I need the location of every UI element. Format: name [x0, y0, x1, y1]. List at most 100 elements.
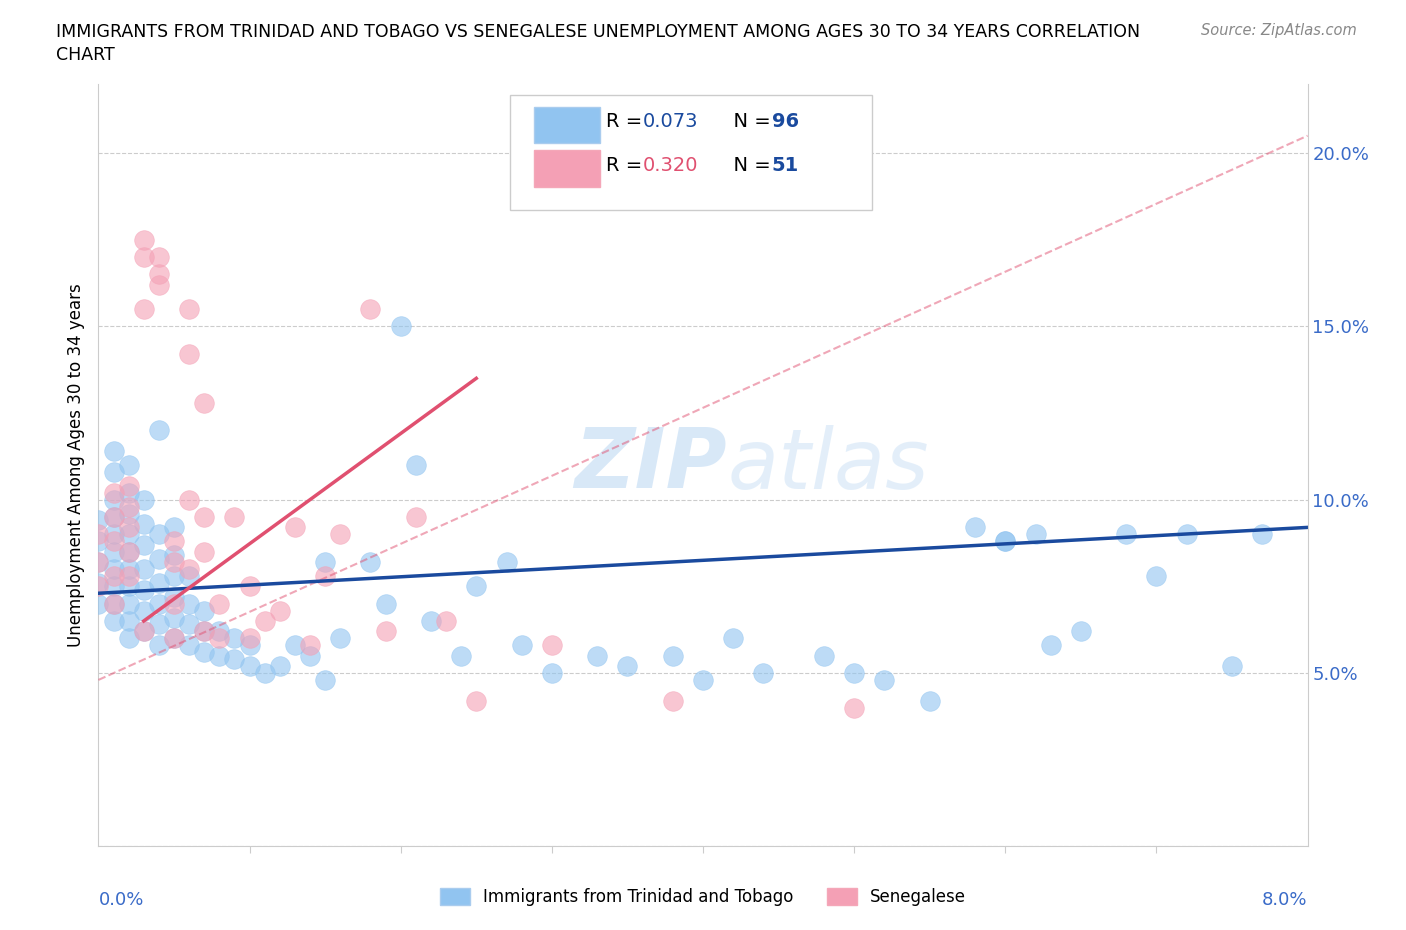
Point — [132, 562, 155, 577]
Point — [87, 578, 110, 593]
Text: 51: 51 — [772, 156, 799, 175]
Point — [434, 614, 457, 629]
Point — [132, 538, 155, 552]
Point — [132, 582, 155, 597]
Point — [1220, 658, 1243, 673]
Point — [239, 631, 262, 645]
Text: 0.073: 0.073 — [643, 113, 697, 131]
Point — [132, 249, 155, 264]
Point — [314, 554, 336, 569]
Point — [329, 527, 352, 542]
Point — [299, 648, 322, 663]
Point — [1251, 527, 1274, 542]
Point — [179, 638, 201, 653]
Point — [163, 568, 186, 583]
Point — [239, 578, 262, 593]
Point — [87, 554, 110, 569]
Point — [148, 277, 170, 292]
Point — [374, 596, 396, 611]
Point — [132, 301, 155, 316]
Point — [540, 638, 562, 653]
Text: atlas: atlas — [727, 424, 929, 506]
Point — [1146, 568, 1168, 583]
Point — [148, 617, 170, 631]
Point — [193, 624, 215, 639]
Point — [103, 492, 125, 507]
Text: 96: 96 — [772, 113, 799, 131]
Point — [994, 534, 1017, 549]
Point — [465, 693, 488, 708]
Point — [132, 516, 155, 531]
Text: ZIP: ZIP — [575, 424, 727, 506]
Point — [103, 510, 125, 525]
Text: N =: N = — [721, 156, 778, 175]
Point — [208, 596, 231, 611]
Point — [148, 423, 170, 438]
Point — [616, 658, 638, 673]
Point — [118, 527, 141, 542]
Point — [661, 693, 683, 708]
Point — [193, 544, 215, 559]
Point — [269, 604, 291, 618]
Point — [118, 544, 141, 559]
Point — [163, 554, 186, 569]
Point — [118, 568, 141, 583]
Point — [723, 631, 745, 645]
Point — [118, 614, 141, 629]
Point — [965, 520, 987, 535]
Point — [103, 464, 125, 479]
Point — [692, 672, 714, 687]
Point — [179, 301, 201, 316]
Point — [87, 596, 110, 611]
Point — [1115, 527, 1137, 542]
Point — [118, 506, 141, 521]
Point — [752, 666, 775, 681]
Text: R =: R = — [606, 113, 648, 131]
Point — [87, 513, 110, 528]
Point — [148, 638, 170, 653]
Point — [239, 658, 262, 673]
Point — [103, 485, 125, 500]
Point — [103, 596, 125, 611]
Point — [163, 631, 186, 645]
FancyBboxPatch shape — [534, 150, 600, 187]
Point — [1039, 638, 1062, 653]
Point — [1175, 527, 1198, 542]
Point — [253, 666, 276, 681]
Point — [239, 638, 262, 653]
Point — [118, 596, 141, 611]
Point — [148, 249, 170, 264]
Point — [103, 596, 125, 611]
Point — [1025, 527, 1047, 542]
Point — [132, 232, 155, 247]
Point — [148, 596, 170, 611]
Point — [148, 551, 170, 566]
Point — [314, 672, 336, 687]
Text: Source: ZipAtlas.com: Source: ZipAtlas.com — [1201, 23, 1357, 38]
Point — [495, 554, 517, 569]
Point — [118, 562, 141, 577]
Point — [360, 554, 382, 569]
Point — [284, 638, 307, 653]
Point — [148, 576, 170, 591]
Point — [103, 568, 125, 583]
Point — [844, 700, 866, 715]
Point — [193, 395, 215, 410]
Text: 0.0%: 0.0% — [98, 891, 143, 910]
Text: N =: N = — [721, 113, 778, 131]
Point — [193, 624, 215, 639]
Point — [314, 568, 336, 583]
Point — [179, 492, 201, 507]
Point — [163, 631, 186, 645]
Point — [873, 672, 896, 687]
Point — [918, 693, 941, 708]
Point — [163, 534, 186, 549]
Point — [208, 624, 231, 639]
Point — [510, 638, 533, 653]
Point — [118, 485, 141, 500]
Point — [118, 631, 141, 645]
Point — [87, 534, 110, 549]
Text: 0.320: 0.320 — [643, 156, 697, 175]
Point — [163, 610, 186, 625]
Point — [87, 576, 110, 591]
